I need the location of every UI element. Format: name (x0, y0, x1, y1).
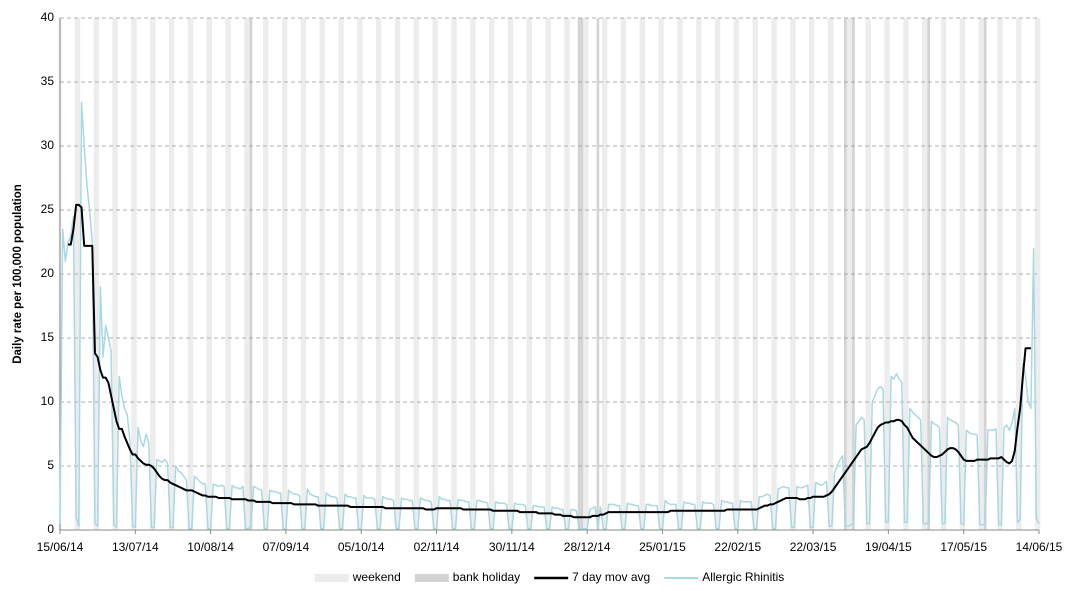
x-tick-label: 17/05/15 (940, 540, 987, 554)
x-tick-label: 19/04/15 (865, 540, 912, 554)
y-tick-label: 0 (47, 522, 54, 536)
shade-bar (736, 18, 740, 530)
shade-bar (168, 18, 172, 530)
y-axis-title: Daily rate per 100,000 population (12, 184, 24, 364)
shade-bar (322, 18, 325, 530)
shade-bar (924, 18, 928, 530)
x-tick-label: 28/12/14 (564, 540, 611, 554)
x-tick-label: 07/09/14 (263, 540, 310, 554)
shade-bar (884, 18, 888, 530)
shade-bar (827, 18, 831, 530)
legend-label: bank holiday (453, 570, 520, 584)
shade-bar (190, 18, 194, 530)
shade-bar (623, 18, 627, 530)
shade-bar (413, 18, 417, 530)
shade-bar (679, 18, 683, 530)
shade-bar (357, 18, 360, 530)
shade-bar (903, 18, 906, 530)
x-tick-label: 30/11/14 (489, 540, 535, 554)
x-tick-label: 14/06/15 (1016, 540, 1063, 554)
x-tick-label: 22/03/15 (790, 540, 837, 554)
y-tick-label: 30 (41, 138, 55, 152)
shade-bar (246, 18, 250, 530)
x-tick-label: 05/10/14 (338, 540, 385, 554)
shade-bar (1037, 18, 1041, 530)
y-tick-label: 5 (47, 458, 54, 472)
shade-bar (526, 18, 530, 530)
legend-label: Allergic Rhinitis (702, 570, 784, 584)
shade-bar (596, 18, 600, 530)
legend-swatch (314, 574, 349, 582)
x-tick-label: 10/08/14 (187, 540, 234, 554)
y-tick-label: 15 (41, 330, 55, 344)
shade-bar (133, 18, 137, 530)
shade-bar (811, 18, 815, 530)
shade-bar (338, 18, 342, 530)
shade-bar (378, 18, 382, 530)
legend-swatch (414, 574, 449, 582)
series-line (68, 203, 1031, 519)
shade-bar (639, 18, 643, 530)
shade-bar (112, 18, 116, 530)
shade-bar (959, 18, 963, 530)
shade-bar (303, 18, 307, 530)
shade-bar (771, 18, 775, 530)
shade-bar (583, 18, 586, 530)
y-tick-label: 35 (41, 74, 55, 88)
y-tick-label: 20 (41, 266, 55, 280)
shade-bar (548, 18, 551, 530)
shade-bar (281, 18, 285, 530)
shade-bar (1016, 18, 1019, 530)
x-tick-label: 13/07/14 (112, 540, 159, 554)
shade-bar (714, 18, 718, 530)
shade-bar (658, 18, 662, 530)
shade-bar (792, 18, 796, 530)
shade-bar (868, 18, 871, 530)
y-tick-label: 10 (41, 394, 55, 408)
x-tick-label: 02/11/14 (414, 540, 460, 554)
shade-bar (981, 18, 984, 530)
shade-bar (601, 18, 605, 530)
shade-bar (566, 18, 570, 530)
x-tick-label: 22/02/15 (714, 540, 761, 554)
shade-bar (846, 18, 850, 530)
series-line (59, 101, 1040, 530)
shade-bar (491, 18, 495, 530)
legend-label: weekend (352, 570, 401, 584)
legend-label: 7 day mov avg (572, 570, 650, 584)
y-tick-label: 40 (41, 10, 55, 24)
shade-bar (604, 18, 608, 530)
y-tick-label: 25 (41, 202, 55, 216)
x-tick-label: 25/01/15 (639, 540, 686, 554)
shade-bar (300, 18, 304, 530)
x-tick-label: 15/06/14 (37, 540, 84, 554)
shade-bar (225, 18, 229, 530)
shade-bar (470, 18, 473, 530)
shade-bar (93, 18, 97, 530)
shade-bar (849, 18, 853, 530)
shade-bar (265, 18, 269, 530)
shade-bar (435, 18, 438, 530)
shade-bar (77, 18, 81, 530)
